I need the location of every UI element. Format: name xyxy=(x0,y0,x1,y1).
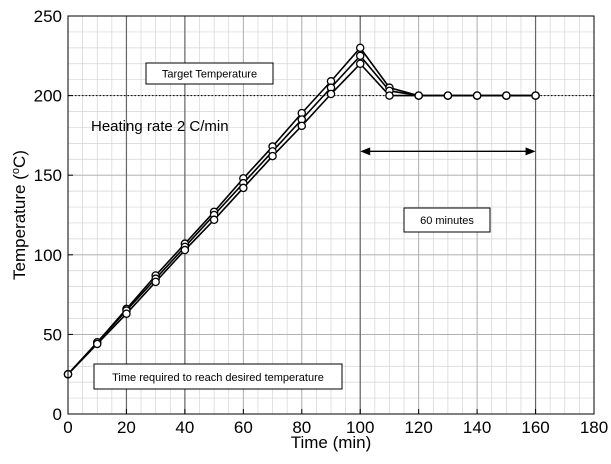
data-point xyxy=(355,51,365,61)
data-point xyxy=(443,91,453,100)
data-point xyxy=(355,43,365,53)
data-point xyxy=(472,91,482,100)
heating-rate-label: Heating rate 2 C/min xyxy=(91,118,229,135)
x-tick-label: 80 xyxy=(292,418,311,437)
arrow-head-left xyxy=(360,147,371,156)
data-point xyxy=(122,309,131,318)
axis-ticks: 0 20 40 60 80 100 120 140 160 180 0 50 100 150 200 250 xyxy=(34,7,609,437)
y-axis-title: Temperature (oC) xyxy=(10,150,29,280)
data-point xyxy=(355,59,365,69)
target-temperature-box xyxy=(145,62,274,85)
y-axis-title-superscript: o xyxy=(10,168,22,174)
data-point xyxy=(502,91,511,100)
data-point xyxy=(92,339,102,349)
y-axis-title-main: Temperature ( xyxy=(10,174,29,280)
data-point xyxy=(268,151,277,161)
data-point xyxy=(531,91,540,100)
x-tick-label: 160 xyxy=(521,418,549,437)
series-markers xyxy=(63,43,540,379)
y-tick-label: 250 xyxy=(34,7,62,26)
time-required-box xyxy=(93,363,343,390)
data-point xyxy=(151,277,160,287)
y-tick-label: 50 xyxy=(43,325,62,344)
data-point xyxy=(385,91,394,100)
y-tick-label: 0 xyxy=(53,405,62,424)
y-tick-label: 150 xyxy=(34,166,62,185)
y-tick-label: 100 xyxy=(34,246,62,265)
x-tick-label: 20 xyxy=(117,418,136,437)
sixty-minutes-arrow xyxy=(360,147,536,156)
x-tick-label: 180 xyxy=(580,418,608,437)
x-tick-label: 140 xyxy=(463,418,491,437)
y-axis-title-unit: C) xyxy=(10,150,29,168)
data-point xyxy=(297,121,307,131)
x-tick-label: 40 xyxy=(175,418,194,437)
arrow-head-right xyxy=(525,147,536,156)
x-tick-label: 100 xyxy=(346,418,374,437)
y-tick-label: 200 xyxy=(34,87,62,106)
x-tick-label: 120 xyxy=(404,418,432,437)
x-tick-label: 0 xyxy=(63,418,72,437)
plot-frame xyxy=(67,15,595,415)
sixty-minutes-box xyxy=(403,207,491,233)
data-point xyxy=(414,91,423,100)
target-temperature-label: Target Temperature xyxy=(162,69,257,81)
data-point xyxy=(239,183,248,193)
time-required-label: Time required to reach desired temperatu… xyxy=(112,372,324,384)
data-point xyxy=(209,215,219,225)
sixty-minutes-label: 60 minutes xyxy=(420,215,474,227)
x-tick-label: 60 xyxy=(234,418,253,437)
data-point xyxy=(180,245,190,255)
data-point xyxy=(326,89,336,99)
x-axis-title: Time (min) xyxy=(291,433,372,452)
